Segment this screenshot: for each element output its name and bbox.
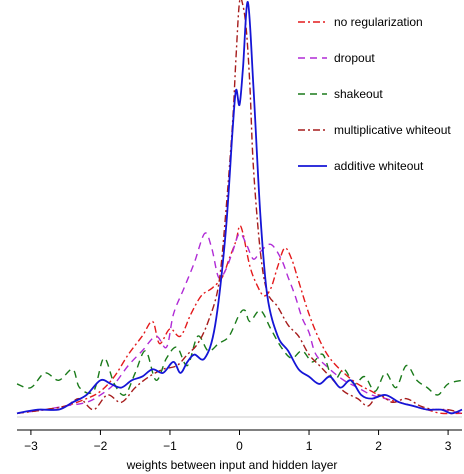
legend-label: multiplicative whiteout	[334, 123, 451, 137]
x-tick-label: 0	[236, 439, 243, 453]
x-tick-label: 2	[375, 439, 382, 453]
legend-item-additive-whiteout: additive whiteout	[298, 159, 424, 173]
series-line-dropout	[16, 232, 463, 415]
x-tick-label: −1	[163, 439, 177, 453]
x-tick-label: −3	[24, 439, 38, 453]
series-line-no-regularization	[16, 225, 463, 415]
x-tick-label: 1	[306, 439, 313, 453]
series-line-multiplicative-whiteout	[16, 0, 463, 415]
legend-label: dropout	[334, 51, 375, 65]
series-layer	[16, 0, 463, 415]
x-axis: −3 −2 −1 0 1 2 3 weights between input and hid…	[17, 429, 462, 472]
x-ticks: −3 −2 −1 0 1 2 3	[24, 430, 452, 453]
x-axis-label: weights between input and hidden layer	[126, 458, 338, 472]
legend: no regularization dropout shakeout multipli…	[298, 15, 451, 173]
series-line-shakeout	[16, 309, 463, 396]
legend-item-multiplicative-whiteout: multiplicative whiteout	[298, 123, 451, 137]
legend-item-dropout: dropout	[298, 51, 375, 65]
series-line-additive-whiteout	[16, 1, 463, 415]
legend-item-shakeout: shakeout	[298, 87, 383, 101]
x-tick-label: −2	[94, 439, 108, 453]
legend-label: no regularization	[334, 15, 423, 29]
legend-item-no-regularization: no regularization	[298, 15, 423, 29]
x-tick-label: 3	[445, 439, 452, 453]
legend-label: shakeout	[334, 87, 383, 101]
legend-label: additive whiteout	[334, 159, 424, 173]
